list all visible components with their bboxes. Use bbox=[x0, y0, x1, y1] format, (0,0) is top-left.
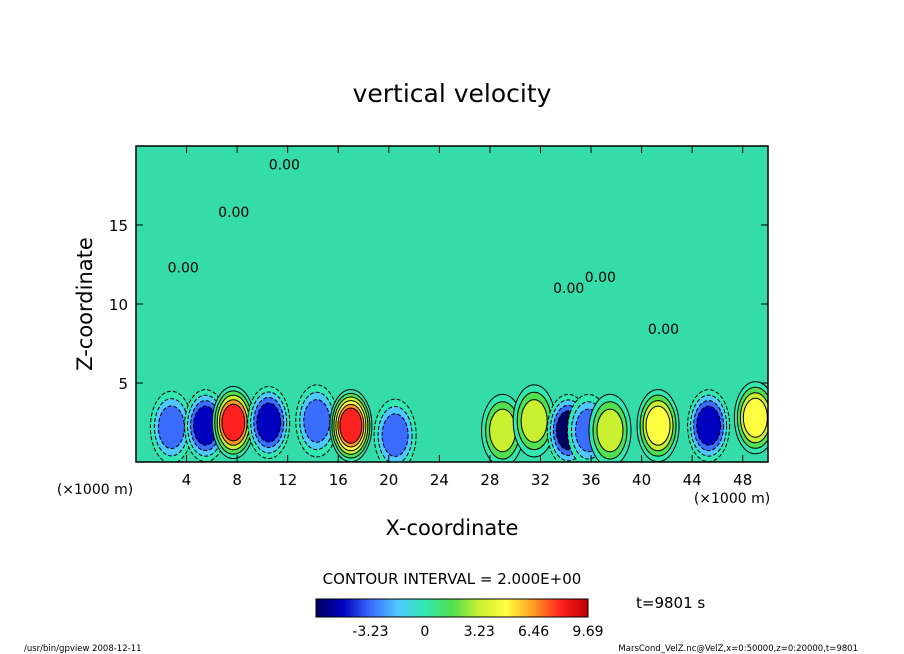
x-tick-label: 20 bbox=[379, 471, 398, 489]
x-tick-label: 4 bbox=[182, 471, 192, 489]
time-text: t=9801 s bbox=[636, 594, 705, 612]
colorbar-tick-label: 3.23 bbox=[464, 624, 495, 640]
updraft-cell bbox=[512, 384, 556, 458]
contour-level bbox=[645, 405, 671, 446]
contour-level bbox=[381, 413, 409, 457]
x-tick-label: 16 bbox=[329, 471, 348, 489]
contour-level bbox=[157, 405, 185, 450]
updraft-cell bbox=[481, 393, 525, 462]
x-tick-label: 40 bbox=[632, 471, 651, 489]
contour-zero-label: 0.00 bbox=[553, 281, 584, 297]
contour-zero-label: 0.00 bbox=[648, 322, 679, 338]
x-tick-label: 36 bbox=[581, 471, 600, 489]
updraft-cell bbox=[733, 381, 768, 455]
updraft-cell bbox=[588, 393, 632, 462]
plot-area: 0.000.000.000.000.000.00 4 8 12 16 20 24 28 32 3… bbox=[109, 145, 769, 489]
x-tick-label: 28 bbox=[480, 471, 499, 489]
velocity-field: 0.000.000.000.000.000.00 bbox=[149, 158, 768, 462]
colorbar: -3.23 0 3.23 6.46 9.69 bbox=[315, 598, 604, 640]
x-tick-label: 24 bbox=[430, 471, 449, 489]
contour-level bbox=[696, 405, 722, 446]
footer-left: /usr/bin/gpview 2008-12-11 bbox=[24, 644, 142, 654]
contour-zero-label: 0.00 bbox=[585, 270, 616, 286]
downdraft-cell bbox=[687, 389, 731, 462]
contour-zero-label: 0.00 bbox=[269, 158, 300, 174]
downdraft-cell bbox=[373, 398, 417, 462]
x-tick-label: 8 bbox=[232, 471, 242, 489]
x-tick-label: 12 bbox=[278, 471, 297, 489]
x-tick-label: 48 bbox=[733, 471, 752, 489]
colorbar-tick-label: 6.46 bbox=[518, 624, 549, 640]
y-axis-label: Z-coordinate bbox=[73, 237, 97, 371]
x-tick-label: 32 bbox=[531, 471, 550, 489]
x-tick-label: 44 bbox=[683, 471, 702, 489]
updraft-cell bbox=[329, 389, 373, 462]
y-unit-label: (×1000 m) bbox=[57, 482, 133, 498]
colorbar-fill bbox=[315, 598, 589, 618]
colorbar-tick-label: 9.69 bbox=[572, 624, 603, 640]
contour-level bbox=[256, 402, 282, 443]
contour-interval-text: CONTOUR INTERVAL = 2.000E+00 bbox=[323, 570, 582, 588]
contour-level bbox=[489, 408, 517, 453]
contour-zero-label: 0.00 bbox=[168, 260, 199, 276]
updraft-cell bbox=[636, 389, 680, 462]
contour-zero-label: 0.00 bbox=[218, 205, 249, 221]
colorbar-tick-label: -3.23 bbox=[352, 624, 388, 640]
x-unit-label: (×1000 m) bbox=[694, 491, 770, 507]
footer-right: MarsCond_VelZ.nc@VelZ,x=0:50000,z=0:2000… bbox=[618, 644, 858, 654]
x-axis-label: X-coordinate bbox=[386, 516, 519, 540]
contour-level bbox=[339, 407, 363, 444]
contour-level bbox=[742, 397, 768, 438]
downdraft-cell bbox=[247, 386, 291, 459]
y-tick-label: 15 bbox=[109, 217, 128, 235]
contour-level bbox=[303, 399, 331, 443]
y-tick-label: 10 bbox=[109, 296, 128, 314]
contour-level bbox=[596, 408, 624, 453]
colorbar-tick-group: -3.23 0 3.23 6.46 9.69 bbox=[352, 624, 603, 640]
contour-level bbox=[221, 403, 246, 442]
chart-title: vertical velocity bbox=[353, 79, 552, 108]
contour-level bbox=[520, 399, 548, 443]
y-tick-label: 5 bbox=[118, 375, 128, 393]
colorbar-tick-label: 0 bbox=[420, 624, 429, 640]
